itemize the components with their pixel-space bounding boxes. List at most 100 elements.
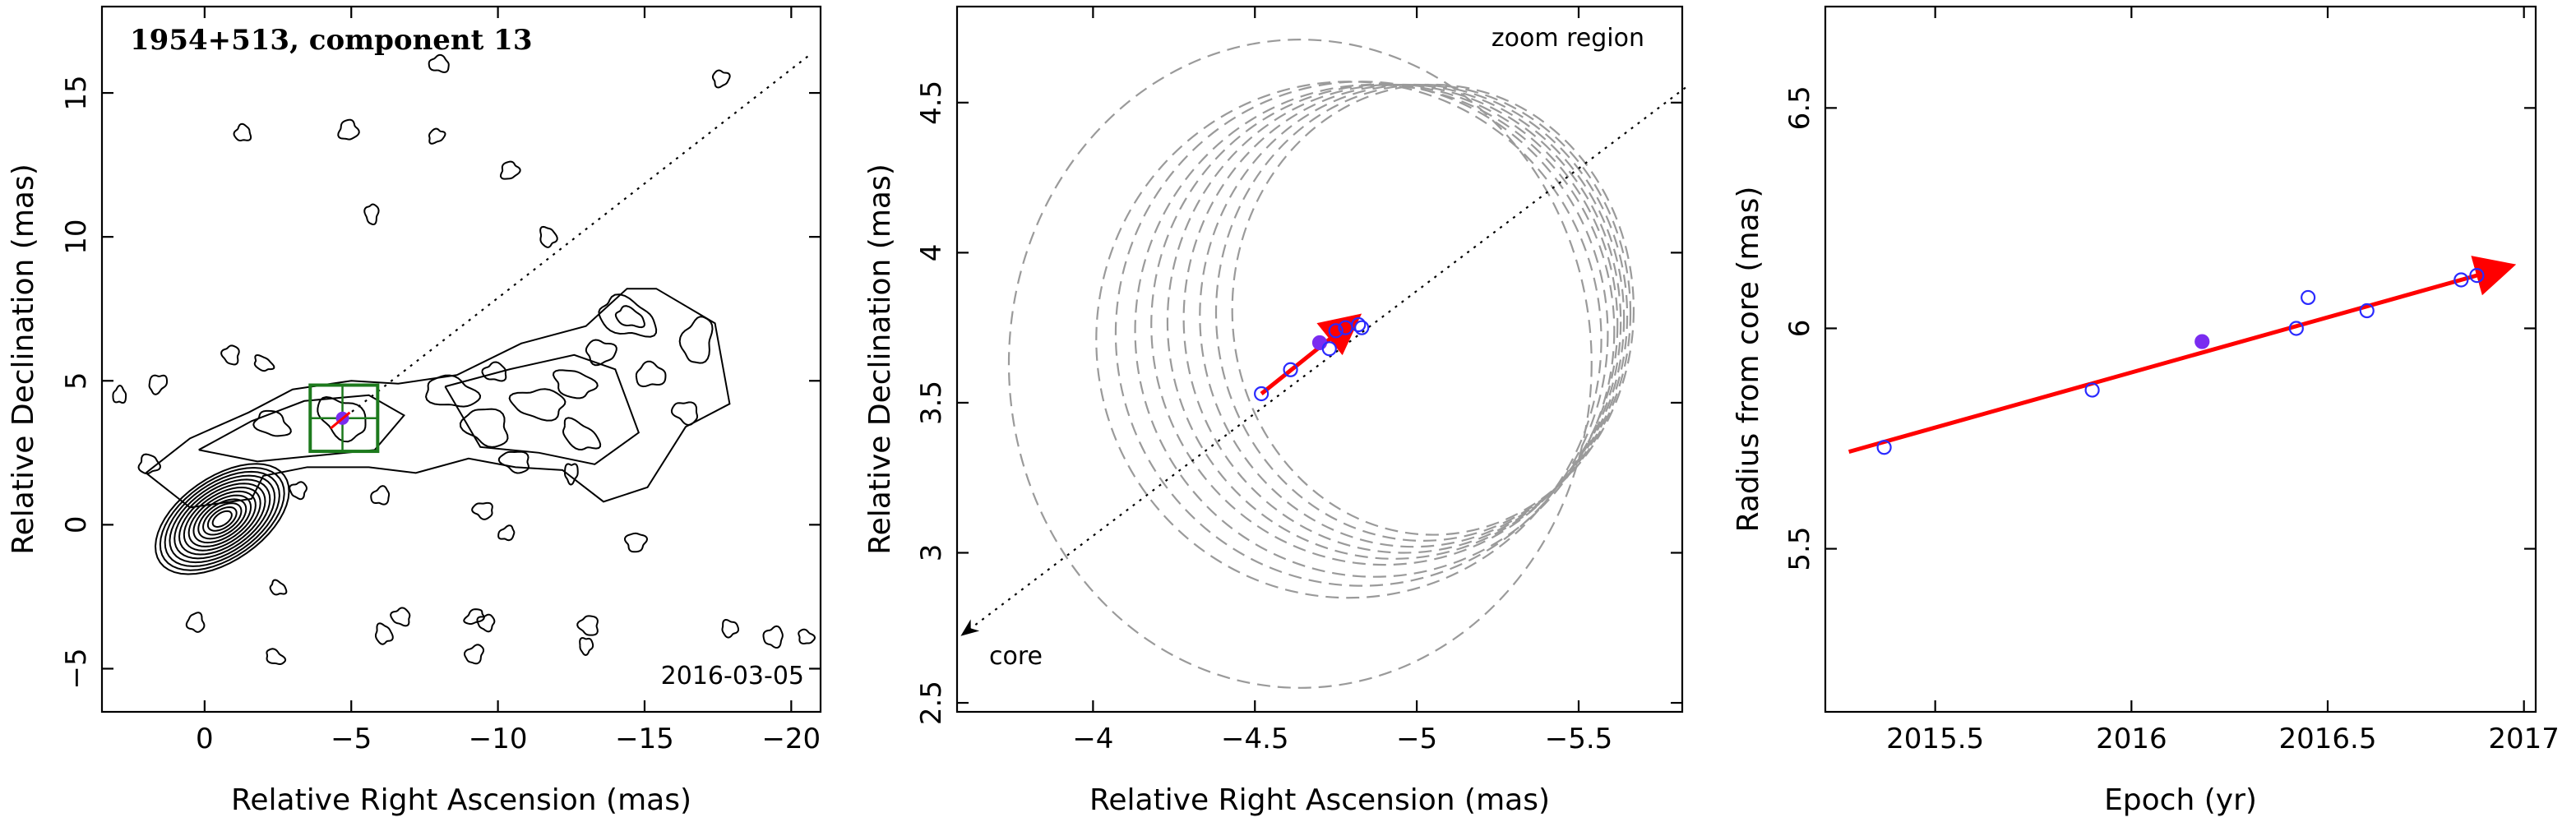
x-tick-label: −5 [331, 723, 372, 755]
noise-contour [463, 644, 485, 665]
noise-contour [463, 608, 485, 626]
y-tick-label: 6 [1783, 320, 1816, 338]
x-tick-label: 2016 [2096, 723, 2167, 755]
jet-knot-contour [678, 316, 714, 364]
x-tick-label: 2015.5 [1886, 723, 1984, 755]
error-circle [1182, 83, 1626, 554]
x-tick-label: −5.5 [1545, 723, 1613, 755]
error-circle [1007, 39, 1593, 689]
y-tick-label: 5 [60, 372, 93, 390]
noise-contour [563, 463, 579, 486]
noise-contour [762, 625, 784, 649]
core-contour [183, 487, 261, 552]
jet-knot-contour [252, 409, 292, 437]
filled-data-point [1311, 335, 1328, 351]
y-tick-label: 6.5 [1783, 85, 1816, 130]
noise-contour [721, 619, 740, 639]
core-contour [197, 498, 247, 540]
y-axis-label: Radius from core (mas) [1732, 187, 1765, 533]
y-tick-label: 15 [60, 75, 93, 110]
noise-contour [269, 579, 288, 596]
y-tick-label: 3 [915, 544, 948, 562]
axis-ticks: −4 −4.5 −5 −5.5 2.5 3 3.5 4 4.5 [915, 7, 1682, 755]
noise-contour [253, 353, 275, 372]
core-label: core [989, 642, 1043, 671]
open-data-point [2359, 302, 2375, 319]
error-circle [1199, 83, 1629, 548]
error-circle [1150, 83, 1619, 566]
position-fit-arrow [1260, 313, 1362, 395]
noise-contour [220, 344, 240, 366]
radius-epoch-panel: 2015.5 2016 2016.5 2017 5.5 6 6.5 Epoch (yr) R… [1732, 5, 2560, 817]
jet-knot-contour [317, 395, 367, 443]
core-contour [187, 490, 257, 547]
jet-knot-contour [508, 388, 567, 422]
epoch-date-label: 2016-03-05 [661, 662, 804, 690]
position-points [1254, 316, 1370, 402]
x-tick-label: −10 [469, 723, 528, 755]
jet-knot-contour [585, 339, 617, 367]
noise-contour [499, 160, 521, 180]
core-contour [192, 494, 252, 544]
x-tick-label: −4 [1072, 723, 1113, 755]
y-tick-label: −5 [60, 648, 93, 689]
noise-contour [363, 203, 380, 226]
jet-knot-contour [614, 305, 645, 329]
error-circles [1007, 39, 1635, 689]
noise-contour [374, 622, 394, 645]
noise-contour [624, 532, 649, 553]
core-contour [206, 506, 238, 532]
x-tick-label: −20 [761, 723, 821, 755]
x-tick-label: −4.5 [1221, 723, 1289, 755]
noise-contour [798, 628, 816, 644]
open-data-point [2084, 382, 2100, 398]
radius-fit-arrow [1848, 256, 2517, 455]
jet-knot-contour [670, 401, 699, 427]
core-contour [164, 470, 280, 567]
open-data-point [2301, 289, 2316, 306]
panel-frame [100, 5, 822, 713]
error-circle [1214, 83, 1632, 542]
x-tick-label: 2016.5 [2279, 723, 2377, 755]
open-data-point [1328, 323, 1343, 339]
x-tick-label: −5 [1396, 723, 1437, 755]
jet-knot-contour [425, 374, 482, 408]
y-tick-label: 5.5 [1783, 527, 1816, 571]
jet-knot-contour [562, 417, 602, 451]
jet-direction-line [345, 54, 810, 418]
noise-contour [112, 385, 127, 404]
jet-knot-contour [459, 408, 509, 448]
core-contour [173, 478, 271, 560]
noise-contour [148, 374, 169, 395]
open-data-point [1283, 362, 1298, 377]
jet-knot-contour [635, 360, 667, 388]
jet-knot-contour [481, 361, 507, 382]
noise-contour [428, 53, 450, 73]
axis-ticks: 0 −5 −10 −15 −20 −5 0 5 10 15 [60, 7, 821, 755]
noise-contour [185, 612, 206, 633]
x-tick-label: 0 [196, 723, 214, 755]
y-tick-label: 10 [60, 219, 93, 255]
core-contour [155, 463, 290, 575]
jet-envelope-contour [145, 288, 731, 509]
x-axis-label: Relative Right Ascension (mas) [231, 783, 691, 817]
open-data-point [1354, 320, 1370, 335]
open-data-point [2453, 272, 2469, 288]
core-contour [202, 502, 243, 536]
y-axis-label: Relative Declination (mas) [863, 164, 897, 555]
open-data-point [2469, 268, 2485, 284]
core-contour [211, 510, 233, 528]
error-circle [1134, 83, 1616, 578]
noise-contour [476, 613, 496, 633]
y-tick-label: 4.5 [915, 81, 948, 125]
jet-contour [444, 353, 641, 465]
x-axis-label: Relative Right Ascension (mas) [1089, 783, 1550, 817]
open-data-point [1321, 341, 1337, 357]
error-circle [1114, 81, 1609, 587]
jet-knot-contour [497, 450, 530, 474]
x-axis-label: Epoch (yr) [2104, 783, 2257, 817]
noise-contour [390, 607, 411, 627]
noise-contour [289, 481, 308, 501]
jet-knot-contour [552, 369, 599, 399]
